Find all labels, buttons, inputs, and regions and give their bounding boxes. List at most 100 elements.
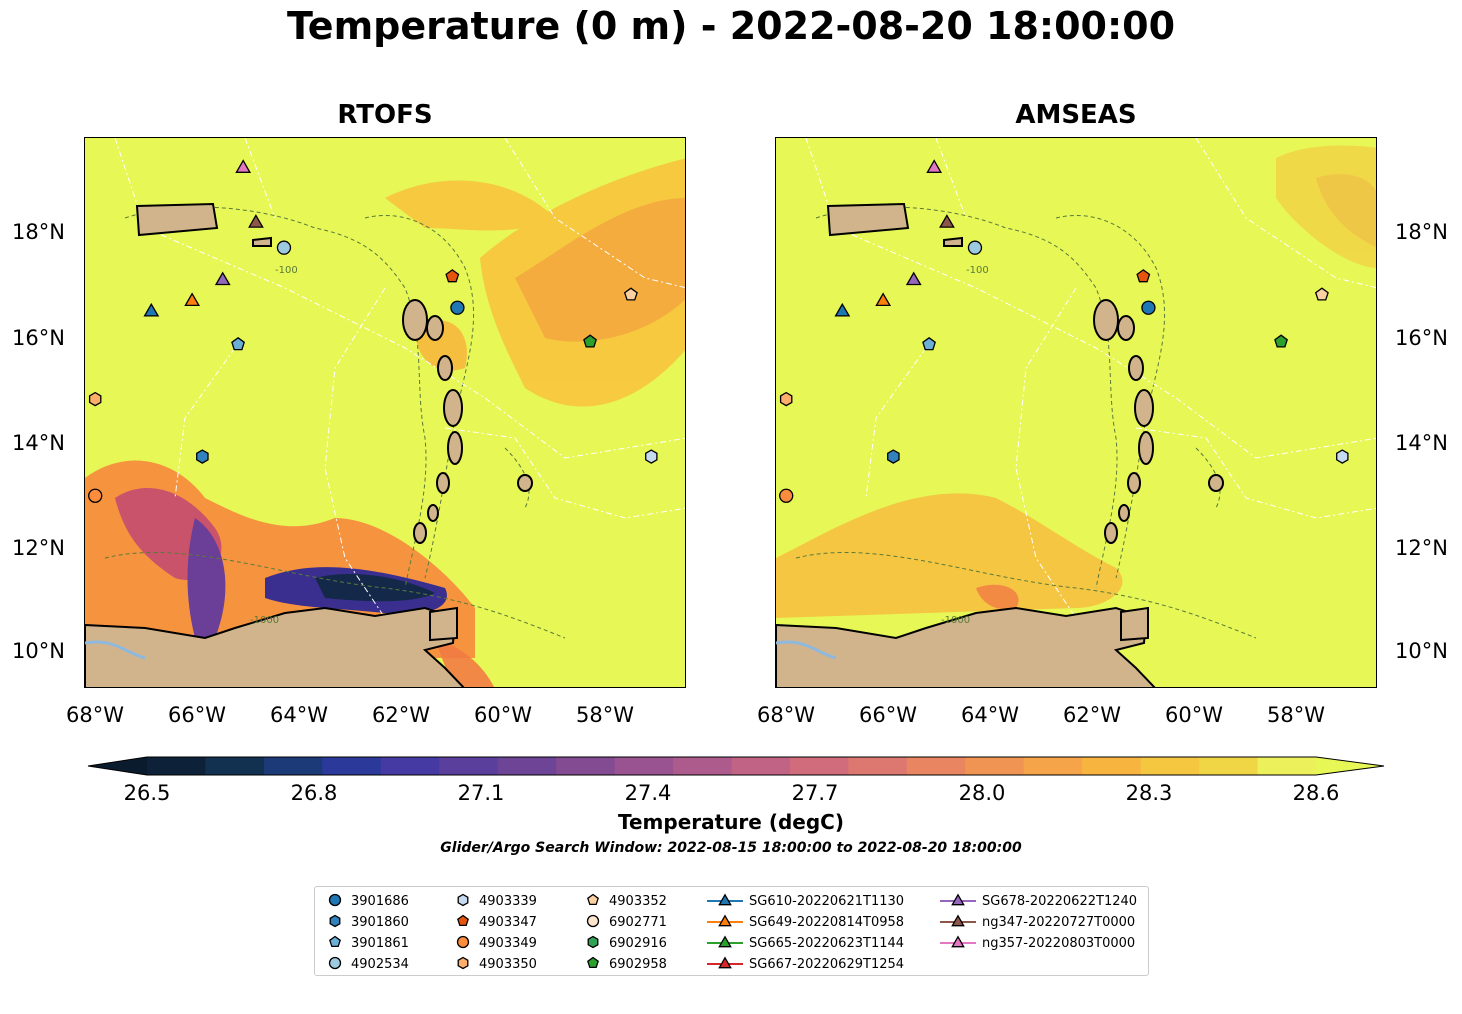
legend-marker (587, 893, 599, 906)
contour-label: -1000 (941, 615, 970, 626)
marker-4903339 (1336, 449, 1349, 464)
legend-marker-icon (707, 935, 743, 948)
lat-tick: 18°N (1395, 220, 1448, 244)
warm-water-patches (1276, 145, 1376, 268)
marker-ng347-20220727T0000 (939, 214, 955, 228)
legend-item: 4902534 (325, 956, 409, 972)
float-markers (779, 159, 1349, 503)
marker-4902534 (967, 240, 983, 255)
legend-item: 4903350 (453, 956, 537, 972)
legend-label: ng347-20220727T0000 (982, 914, 1136, 930)
colorbar-bin (380, 757, 440, 775)
legend-marker-icon (329, 935, 341, 948)
legend-marker (457, 956, 469, 970)
marker-3901686 (1141, 300, 1156, 315)
legend-label: SG667-20220629T1254 (749, 956, 905, 972)
legend-marker-icon (457, 893, 469, 907)
lat-tick: 12°N (1395, 536, 1448, 560)
lat-tick: 14°N (1395, 431, 1448, 455)
marker-4902534 (276, 240, 292, 255)
lat-tick: 18°N (12, 220, 65, 244)
legend-label: 4903352 (609, 893, 667, 909)
lon-tick: 68°W (757, 703, 815, 727)
marker-4903339 (645, 449, 658, 464)
marker-ng347-20220727T0000 (248, 214, 264, 228)
marker-SG678-20220622T1240 (214, 271, 231, 286)
legend-marker (951, 893, 965, 906)
colorbar-label: Temperature (degC) (618, 810, 844, 834)
marker-4903352 (1314, 287, 1329, 301)
colorbar-bin (906, 757, 966, 775)
lon-tick: 64°W (961, 703, 1019, 727)
legend-marker (329, 935, 341, 948)
colorbar-tick: 27.7 (791, 781, 839, 805)
legend-marker (328, 893, 342, 907)
colorbar-bin (497, 757, 557, 775)
marker-3901861 (231, 336, 245, 351)
legend-label: SG610-20220621T1130 (749, 893, 905, 909)
legend-item: 4903352 (583, 893, 667, 909)
marker-4903347 (445, 269, 460, 283)
colorbar-bin (848, 757, 908, 775)
legend-item: 6902916 (583, 935, 667, 951)
legend-marker-icon (456, 935, 470, 949)
lon-tick: 66°W (859, 703, 917, 727)
colorbar-low-extend (88, 757, 147, 775)
legend-label: 4903347 (479, 914, 537, 930)
southern-water-patches (85, 460, 494, 687)
legend-label: SG649-20220814T0958 (749, 914, 905, 930)
legend-item: ng357-20220803T0000 (940, 935, 1135, 951)
legend-label: 4902534 (351, 956, 409, 972)
legend-item: SG678-20220622T1240 (940, 893, 1137, 909)
panel-title-rtofs: RTOFS (337, 100, 433, 130)
colorbar-bin (556, 757, 616, 775)
marker-3901860 (887, 449, 900, 464)
legend-marker-icon (707, 956, 743, 969)
lon-tick: 60°W (1165, 703, 1223, 727)
legend-marker (951, 914, 965, 927)
legend-marker-icon (328, 956, 342, 970)
legend-marker-icon (707, 914, 743, 927)
legend-label: SG678-20220622T1240 (982, 893, 1138, 909)
colorbar (87, 756, 1385, 776)
map-rtofs-canvas: -100 -1000 (85, 138, 685, 687)
legend-label: 3901686 (351, 893, 409, 909)
marker-6902958 (583, 334, 597, 348)
legend-item: SG610-20220621T1130 (707, 893, 904, 909)
legend-marker (329, 914, 341, 928)
colorbar-bin (1140, 757, 1200, 775)
colorbar-tick: 28.6 (1292, 781, 1340, 805)
legend-label: 6902771 (609, 914, 667, 930)
marker-4903350 (88, 391, 102, 407)
legend-label: 6902916 (609, 935, 667, 951)
contour-label: -100 (966, 265, 989, 276)
legend-marker-icon (940, 893, 976, 906)
colorbar-tick: 28.0 (958, 781, 1006, 805)
lat-tick: 16°N (12, 326, 65, 350)
legend-marker (586, 914, 600, 928)
colorbar-tick: 28.3 (1125, 781, 1173, 805)
legend-marker-icon (328, 893, 342, 907)
lon-tick: 58°W (576, 703, 634, 727)
legend-item: 3901686 (325, 893, 409, 909)
legend-item: 4903349 (453, 935, 537, 951)
legend-marker (587, 935, 599, 949)
legend-marker (328, 956, 342, 970)
lon-tick: 60°W (474, 703, 532, 727)
contour-label: -100 (275, 265, 298, 276)
legend-marker-icon (457, 914, 469, 927)
legend-marker (951, 935, 965, 948)
legend-label: 3901860 (351, 914, 409, 930)
legend-item: 6902958 (583, 956, 667, 972)
colorbar-bin (322, 757, 382, 775)
land (776, 202, 1224, 687)
marker-SG649-20220814T0958 (875, 292, 892, 307)
marker-3901686 (450, 300, 465, 315)
colorbar-tick: 27.1 (457, 781, 505, 805)
legend-marker (718, 914, 732, 927)
legend-label: 4903350 (479, 956, 537, 972)
legend-marker (718, 893, 732, 906)
legend-marker (718, 956, 732, 969)
colorbar-tick: 27.4 (624, 781, 672, 805)
legend-item: SG667-20220629T1254 (707, 956, 904, 972)
